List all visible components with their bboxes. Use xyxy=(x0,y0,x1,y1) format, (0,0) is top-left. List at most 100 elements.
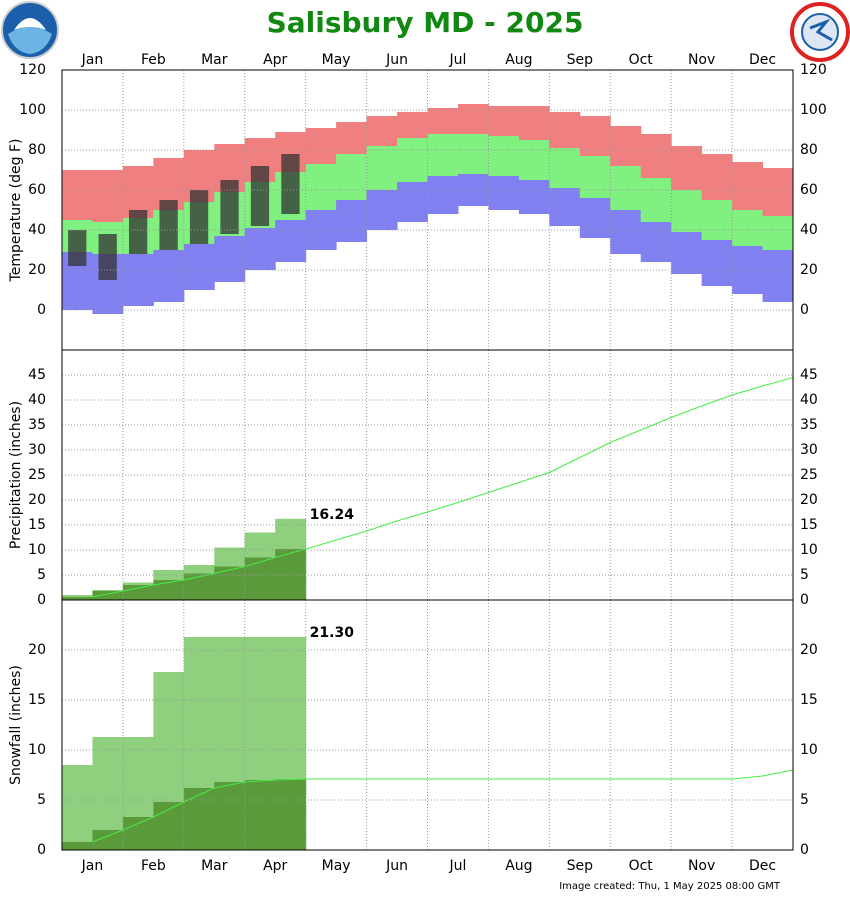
y-axis-label: Snowfall (inches) xyxy=(8,665,24,785)
month-label: Dec xyxy=(749,858,776,874)
record-low-band xyxy=(153,250,185,302)
y-tick-label: 10 xyxy=(28,742,46,758)
month-label: Mar xyxy=(201,858,228,874)
y-tick-label: 15 xyxy=(800,692,818,708)
record-high-band xyxy=(671,146,703,190)
y-tick-label: 80 xyxy=(800,142,818,158)
normal-fill xyxy=(214,782,246,850)
y-tick-label: 120 xyxy=(19,62,46,78)
observed-range xyxy=(220,180,239,234)
y-tick-label: 5 xyxy=(800,567,809,583)
normal-line xyxy=(92,377,794,598)
month-label: May xyxy=(322,858,351,874)
observed-range xyxy=(281,154,300,214)
y-tick-label: 0 xyxy=(37,592,46,608)
normal-band xyxy=(488,136,520,176)
y-tick-label: 5 xyxy=(800,792,809,808)
normal-band xyxy=(762,216,794,250)
normal-fill xyxy=(275,779,307,850)
record-high-band xyxy=(122,166,154,218)
month-label: Oct xyxy=(629,858,654,874)
month-label: Feb xyxy=(141,52,166,68)
y-tick-label: 15 xyxy=(28,517,46,533)
month-label: Aug xyxy=(505,858,532,874)
y-tick-label: 80 xyxy=(28,142,46,158)
y-tick-label: 40 xyxy=(28,392,46,408)
value-label: 16.24 xyxy=(310,507,355,523)
record-high-band xyxy=(305,128,337,164)
y-tick-label: 25 xyxy=(28,467,46,483)
observed-range xyxy=(189,190,209,244)
normal-fill xyxy=(92,830,124,850)
y-tick-label: 0 xyxy=(800,592,809,608)
month-label: Jul xyxy=(449,52,467,68)
record-high-band xyxy=(366,116,398,146)
month-label: Jan xyxy=(81,52,104,68)
month-label: Nov xyxy=(688,858,715,874)
month-label: May xyxy=(322,52,351,68)
record-low-band xyxy=(701,240,733,286)
y-tick-label: 40 xyxy=(28,222,46,238)
record-high-band xyxy=(488,106,520,136)
y-tick-label: 5 xyxy=(37,792,46,808)
y-tick-label: 10 xyxy=(800,542,818,558)
normal-fill xyxy=(183,573,215,600)
normal-band xyxy=(366,146,398,190)
normal-band xyxy=(701,200,733,240)
y-tick-label: 25 xyxy=(800,467,818,483)
record-high-band xyxy=(732,162,764,210)
panel-border xyxy=(61,599,794,851)
normal-fill xyxy=(92,591,124,600)
record-high-band xyxy=(336,122,368,154)
normal-fill xyxy=(153,802,185,850)
chart-title: Salisbury MD - 2025 xyxy=(267,6,584,39)
record-low-band xyxy=(122,254,154,306)
y-tick-label: 0 xyxy=(37,842,46,858)
observed-range xyxy=(68,230,87,266)
record-low-band xyxy=(549,188,581,226)
record-low-band xyxy=(305,210,337,250)
y-tick-label: 10 xyxy=(800,742,818,758)
y-tick-label: 100 xyxy=(800,102,827,118)
observed-bar xyxy=(62,765,93,850)
normal-band xyxy=(732,210,764,246)
month-label: Nov xyxy=(688,52,715,68)
y-axis-label: Temperature (deg F) xyxy=(8,139,24,283)
record-low-band xyxy=(762,250,794,302)
month-label: Oct xyxy=(629,52,654,68)
normal-line xyxy=(92,769,794,843)
y-tick-label: 45 xyxy=(28,367,46,383)
y-tick-label: 60 xyxy=(800,182,818,198)
record-high-band xyxy=(549,112,581,148)
record-high-band xyxy=(397,112,428,138)
record-high-band xyxy=(640,134,672,178)
nws-logo xyxy=(790,2,850,62)
normal-fill xyxy=(122,585,154,600)
month-label: Apr xyxy=(263,52,287,68)
normal-band xyxy=(457,134,489,174)
y-tick-label: 40 xyxy=(800,392,818,408)
normal-fill xyxy=(62,842,93,850)
record-low-band xyxy=(427,176,459,214)
observed-range xyxy=(159,200,178,250)
panel: 16.24 0 0 5 5 10 10 15 15 20 20 25 25 30 30 35 35 40 40 45 4… xyxy=(8,349,818,608)
normal-band xyxy=(397,138,428,182)
value-label: 21.30 xyxy=(310,625,355,641)
normal-band xyxy=(305,164,337,210)
record-low-band xyxy=(610,210,642,254)
normal-fill xyxy=(183,788,215,850)
y-axis-label: Precipitation (inches) xyxy=(8,401,24,549)
normal-band xyxy=(427,134,459,176)
month-label: Jun xyxy=(385,52,408,68)
month-label: Feb xyxy=(141,858,166,874)
y-tick-label: 30 xyxy=(800,442,818,458)
y-tick-label: 15 xyxy=(28,692,46,708)
record-high-band xyxy=(518,106,550,140)
record-high-band xyxy=(762,168,794,216)
record-low-band xyxy=(579,198,611,238)
y-tick-label: 0 xyxy=(800,302,809,318)
normal-band xyxy=(518,140,550,180)
y-tick-label: 20 xyxy=(28,262,46,278)
record-low-band xyxy=(397,182,428,222)
record-low-band xyxy=(244,228,276,270)
